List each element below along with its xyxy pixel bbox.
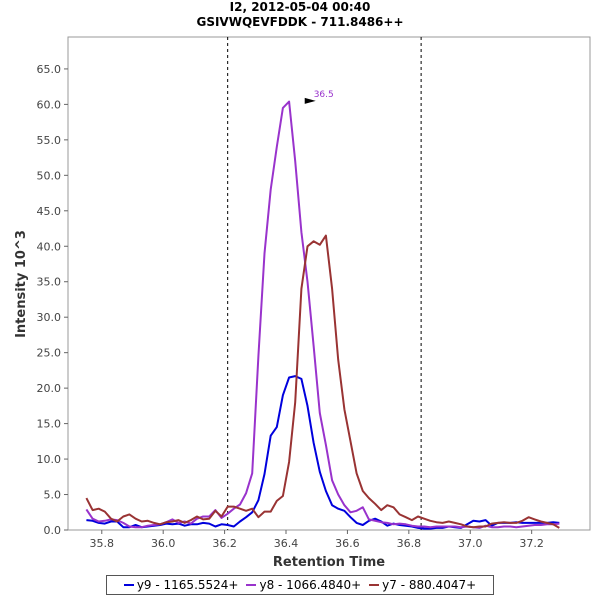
y-tick-label: 35.0: [37, 276, 62, 289]
legend: y9 - 1165.5524+ y8 - 1066.4840+ y7 - 880…: [106, 575, 494, 595]
x-tick-label: 37.2: [519, 537, 544, 550]
y-tick-label: 0.0: [44, 524, 62, 537]
legend-item-y8: y8 - 1066.4840+: [246, 578, 361, 592]
legend-label-y7: y7 - 880.4047+: [382, 578, 477, 592]
x-tick-label: 36.4: [274, 537, 299, 550]
peak-label: 36.5: [314, 90, 334, 100]
integration-bounds: [227, 37, 422, 530]
y-tick-label: 10.0: [37, 453, 62, 466]
y-tick-label: 40.0: [37, 240, 62, 253]
x-tick-label: 36.8: [397, 537, 422, 550]
y-tick-label: 20.0: [37, 382, 62, 395]
x-tick-label: 35.8: [90, 537, 115, 550]
y-tick-label: 65.0: [37, 63, 62, 76]
x-tick-label: 36.0: [151, 537, 176, 550]
y-tick-label: 5.0: [44, 489, 62, 502]
peak-arrow-icon: [304, 97, 316, 104]
legend-item-y7: y7 - 880.4047+: [369, 578, 476, 592]
plot-area: [67, 36, 591, 531]
legend-label-y9: y9 - 1165.5524+: [136, 578, 239, 592]
chart-title: I2, 2012-05-04 00:40: [230, 0, 371, 14]
x-axis-label: Retention Time: [273, 555, 385, 570]
y-axis-label: Intensity 10^3: [14, 230, 29, 338]
y-tick-label: 60.0: [37, 98, 62, 111]
y-tick-label: 55.0: [37, 134, 62, 147]
x-axis-ticks: 35.8 36.0 36.2 36.4 36.6 36.8 37.0 37.2: [90, 530, 544, 550]
y-tick-label: 50.0: [37, 169, 62, 182]
legend-item-y9: y9 - 1165.5524+: [123, 578, 239, 592]
x-tick-label: 36.2: [212, 537, 237, 550]
x-tick-label: 37.0: [458, 537, 483, 550]
legend-label-y8: y8 - 1066.4840+: [259, 578, 362, 592]
y-axis-ticks: 0.0 5.0 10.0 15.0 20.0 25.0 30.0 35.0 40.0 45.0 50…: [37, 63, 68, 537]
y-tick-label: 45.0: [37, 205, 62, 218]
chart-subtitle: GSIVWQEVFDDK - 711.8486++: [196, 15, 403, 29]
peak-annotation: 36.5: [304, 90, 334, 104]
y-tick-label: 15.0: [37, 418, 62, 431]
x-tick-label: 36.6: [335, 537, 360, 550]
series-line-y7: [85, 234, 560, 529]
y-tick-label: 30.0: [37, 311, 62, 324]
y-tick-label: 25.0: [37, 347, 62, 360]
legend-swatch-y7: [369, 584, 380, 586]
legend-swatch-y8: [246, 584, 257, 586]
legend-swatch-y9: [123, 584, 134, 586]
series-line-y9: [86, 375, 560, 530]
series-lines: [85, 100, 560, 530]
